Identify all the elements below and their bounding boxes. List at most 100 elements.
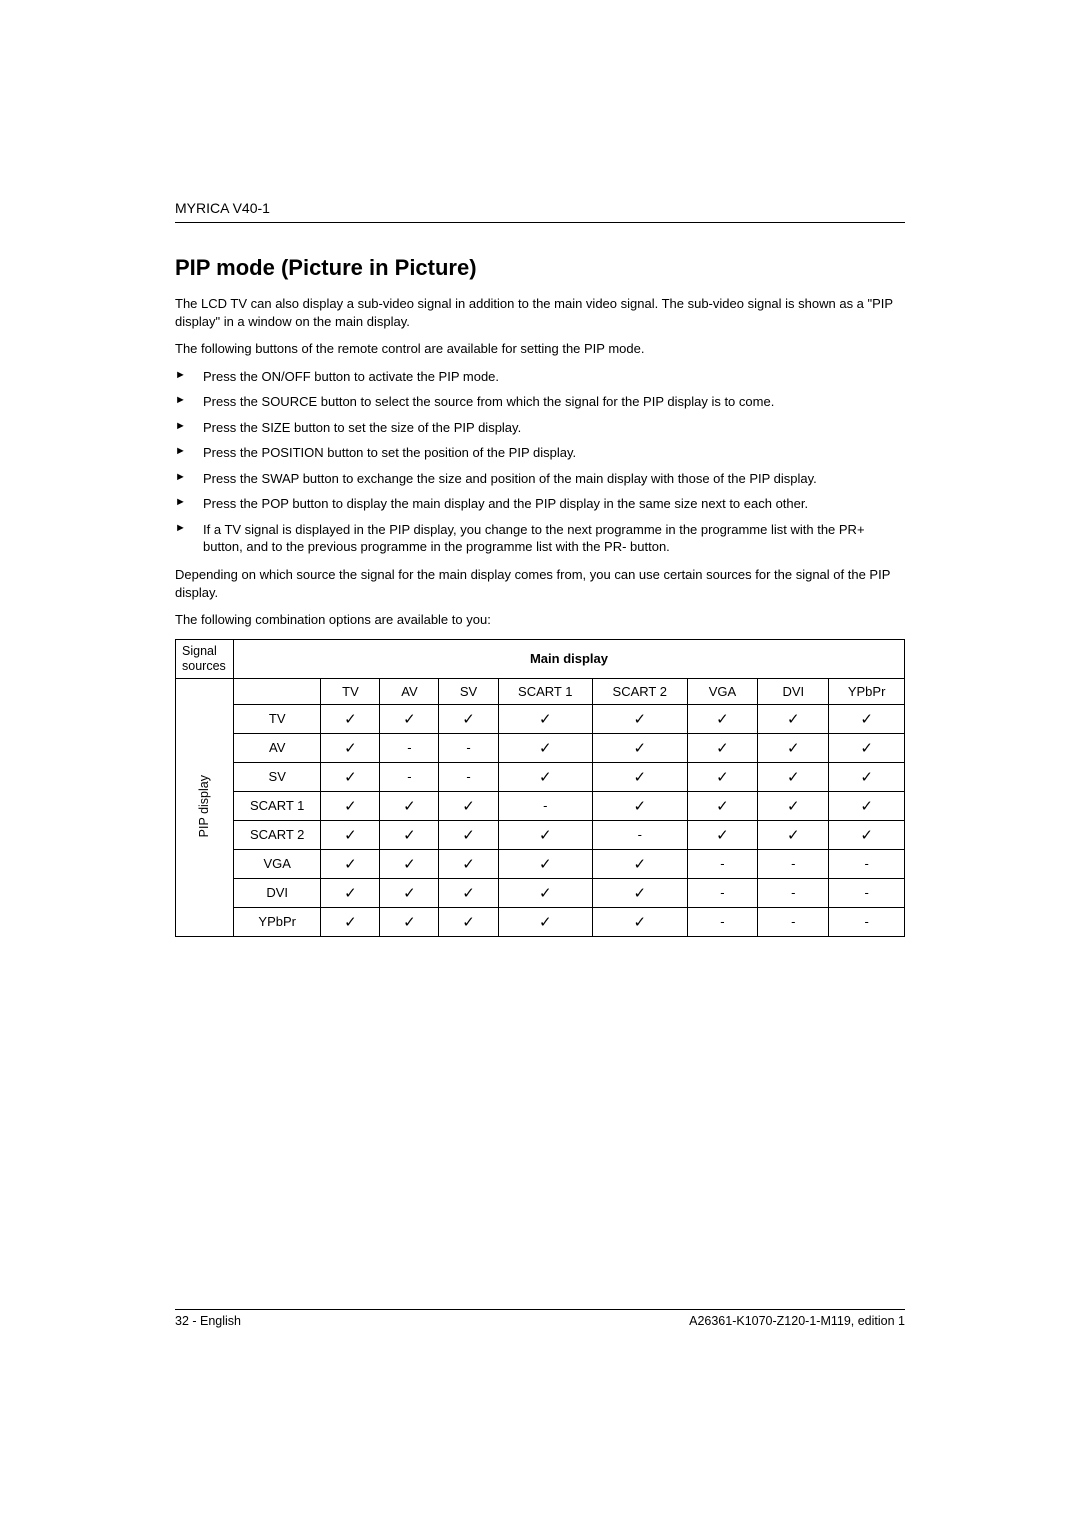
list-item: Press the SIZE button to set the size of… <box>175 419 905 437</box>
cell: - <box>687 907 758 936</box>
cell: ✓ <box>439 849 498 878</box>
list-item: Press the POSITION button to set the pos… <box>175 444 905 462</box>
table-row: YPbPr ✓ ✓ ✓ ✓ ✓ - - - <box>176 907 905 936</box>
cell: ✓ <box>829 791 905 820</box>
col-header-tv: TV <box>321 678 380 704</box>
col-header-vga: VGA <box>687 678 758 704</box>
header-rule <box>175 222 905 223</box>
list-item: Press the ON/OFF button to activate the … <box>175 368 905 386</box>
col-header-scart1: SCART 1 <box>498 678 593 704</box>
col-header-ypbpr: YPbPr <box>829 678 905 704</box>
cell: ✓ <box>758 704 829 733</box>
row-label: YPbPr <box>233 907 320 936</box>
cell: ✓ <box>593 849 688 878</box>
cell: ✓ <box>498 820 593 849</box>
cell: ✓ <box>829 820 905 849</box>
cell: ✓ <box>439 878 498 907</box>
cell: ✓ <box>498 907 593 936</box>
cell: ✓ <box>593 733 688 762</box>
cell: - <box>758 907 829 936</box>
table-row: SV ✓ - - ✓ ✓ ✓ ✓ ✓ <box>176 762 905 791</box>
cell: ✓ <box>380 704 439 733</box>
cell: ✓ <box>498 704 593 733</box>
signal-sources-header: Signal sources <box>176 639 234 678</box>
pip-display-label: PIP display <box>197 775 211 837</box>
cell: - <box>687 878 758 907</box>
cell: ✓ <box>829 733 905 762</box>
cell: ✓ <box>439 704 498 733</box>
cell: ✓ <box>593 878 688 907</box>
cell: - <box>829 849 905 878</box>
row-label: SCART 1 <box>233 791 320 820</box>
intro-paragraph-1: The LCD TV can also display a sub-video … <box>175 295 905 330</box>
col-header-sv: SV <box>439 678 498 704</box>
outro-paragraph-1: Depending on which source the signal for… <box>175 566 905 601</box>
footer-rule <box>175 1309 905 1310</box>
pip-display-header: PIP display <box>176 678 234 936</box>
cell: ✓ <box>439 791 498 820</box>
row-label: VGA <box>233 849 320 878</box>
empty-cell <box>233 678 320 704</box>
cell: ✓ <box>758 791 829 820</box>
cell: - <box>380 762 439 791</box>
cell: ✓ <box>687 704 758 733</box>
cell: ✓ <box>439 820 498 849</box>
footer-doc-id: A26361-K1070-Z120-1-M119, edition 1 <box>689 1314 905 1328</box>
list-item: If a TV signal is displayed in the PIP d… <box>175 521 905 556</box>
table-row: VGA ✓ ✓ ✓ ✓ ✓ - - - <box>176 849 905 878</box>
cell: ✓ <box>687 791 758 820</box>
cell: ✓ <box>321 762 380 791</box>
cell: ✓ <box>687 820 758 849</box>
row-label: DVI <box>233 878 320 907</box>
cell: - <box>380 733 439 762</box>
cell: - <box>687 849 758 878</box>
cell: - <box>498 791 593 820</box>
cell: - <box>829 878 905 907</box>
table-header-row-1: Signal sources Main display <box>176 639 905 678</box>
cell: ✓ <box>758 733 829 762</box>
main-display-header: Main display <box>233 639 904 678</box>
cell: - <box>758 878 829 907</box>
instruction-list: Press the ON/OFF button to activate the … <box>175 368 905 556</box>
section-title: PIP mode (Picture in Picture) <box>175 255 905 281</box>
row-label: TV <box>233 704 320 733</box>
cell: ✓ <box>593 907 688 936</box>
cell: ✓ <box>593 791 688 820</box>
cell: ✓ <box>380 878 439 907</box>
col-header-scart2: SCART 2 <box>593 678 688 704</box>
page-footer: 32 - English A26361-K1070-Z120-1-M119, e… <box>175 1309 905 1328</box>
col-header-av: AV <box>380 678 439 704</box>
cell: ✓ <box>321 849 380 878</box>
cell: ✓ <box>380 791 439 820</box>
table-row: SCART 1 ✓ ✓ ✓ - ✓ ✓ ✓ ✓ <box>176 791 905 820</box>
cell: - <box>439 762 498 791</box>
cell: ✓ <box>498 733 593 762</box>
cell: ✓ <box>498 878 593 907</box>
cell: ✓ <box>498 762 593 791</box>
cell: ✓ <box>321 791 380 820</box>
compatibility-table: Signal sources Main display PIP display … <box>175 639 905 937</box>
cell: ✓ <box>380 820 439 849</box>
cell: ✓ <box>593 704 688 733</box>
outro-paragraph-2: The following combination options are av… <box>175 611 905 629</box>
cell: - <box>439 733 498 762</box>
cell: ✓ <box>380 849 439 878</box>
table-row: AV ✓ - - ✓ ✓ ✓ ✓ ✓ <box>176 733 905 762</box>
cell: ✓ <box>593 762 688 791</box>
cell: ✓ <box>687 733 758 762</box>
row-label: SV <box>233 762 320 791</box>
intro-paragraph-2: The following buttons of the remote cont… <box>175 340 905 358</box>
list-item: Press the SWAP button to exchange the si… <box>175 470 905 488</box>
cell: ✓ <box>321 704 380 733</box>
cell: ✓ <box>829 762 905 791</box>
cell: ✓ <box>439 907 498 936</box>
table-row: TV ✓ ✓ ✓ ✓ ✓ ✓ ✓ ✓ <box>176 704 905 733</box>
cell: ✓ <box>321 820 380 849</box>
table-row: SCART 2 ✓ ✓ ✓ ✓ - ✓ ✓ ✓ <box>176 820 905 849</box>
header-model: MYRICA V40-1 <box>175 200 905 216</box>
cell: - <box>593 820 688 849</box>
row-label: SCART 2 <box>233 820 320 849</box>
cell: - <box>829 907 905 936</box>
cell: ✓ <box>687 762 758 791</box>
cell: ✓ <box>498 849 593 878</box>
